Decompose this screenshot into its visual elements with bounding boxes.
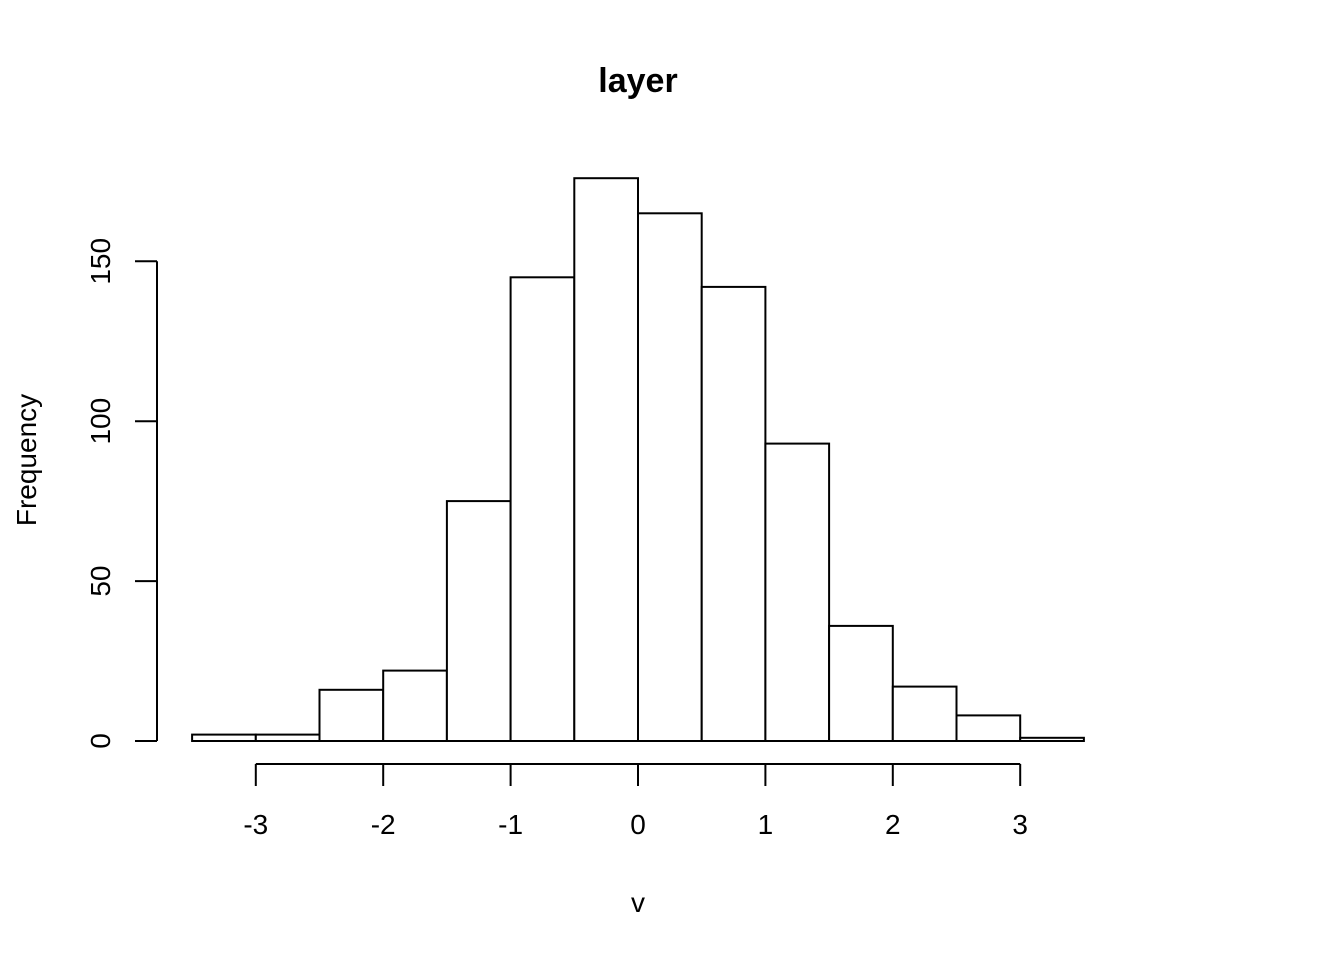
y-tick-label: 50 (85, 566, 116, 597)
histogram-bar (318, 688, 385, 742)
x-tick-label: -3 (243, 809, 268, 840)
histogram-bar (891, 685, 958, 742)
chart-title: layer (598, 62, 677, 100)
histogram-bar (637, 212, 703, 743)
histogram-bar (700, 285, 767, 742)
histogram-bar (764, 442, 831, 742)
histogram-bar (382, 669, 448, 742)
y-tick-label: 0 (85, 733, 116, 749)
y-axis: 0 50 100 150 (85, 238, 158, 749)
histogram-bar (254, 733, 321, 742)
histogram-bar (828, 624, 894, 743)
histogram-bar (509, 276, 576, 742)
x-axis: -3 -2 -1 0 1 2 3 (243, 763, 1028, 840)
histogram-bar (445, 500, 512, 742)
x-tick-label: -2 (371, 809, 396, 840)
x-tick-label: -1 (498, 809, 523, 840)
histogram-bar (1019, 736, 1085, 742)
x-tick-label: 2 (885, 809, 901, 840)
x-tick-label: 3 (1012, 809, 1028, 840)
y-tick-label: 150 (85, 238, 116, 285)
bars-group (191, 177, 1085, 743)
histogram-bar (573, 177, 639, 742)
y-tick-label: 100 (85, 398, 116, 445)
histogram-bar (191, 733, 257, 742)
x-tick-label: 1 (758, 809, 774, 840)
histogram-bar (955, 714, 1022, 743)
x-tick-label: 0 (630, 809, 646, 840)
x-axis-label: v (631, 887, 645, 918)
y-axis-label: Frequency (11, 394, 42, 526)
